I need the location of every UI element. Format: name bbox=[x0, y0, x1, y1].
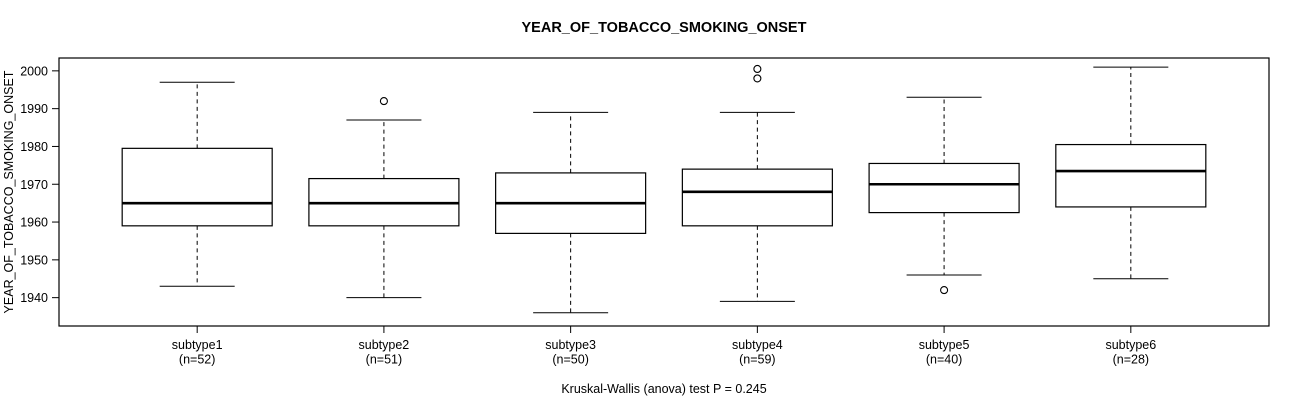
iqr-box bbox=[121, 147, 273, 227]
x-category-count: (n=52) bbox=[179, 353, 215, 367]
x-category-count: (n=40) bbox=[926, 353, 962, 367]
y-tick-label: 1980 bbox=[20, 140, 48, 154]
iqr-box bbox=[868, 162, 1020, 214]
box-group-subtype3: subtype3(n=50) bbox=[495, 111, 647, 367]
iqr-box bbox=[681, 168, 833, 227]
outlier-point bbox=[753, 64, 762, 74]
iqr-box bbox=[1055, 143, 1207, 208]
y-tick-label: 1960 bbox=[20, 216, 48, 230]
outlier-point bbox=[379, 97, 388, 106]
box-group-subtype1: subtype1(n=52) bbox=[121, 81, 273, 367]
stat-test-caption: Kruskal-Wallis (anova) test P = 0.245 bbox=[561, 382, 766, 396]
outlier-point bbox=[753, 74, 762, 83]
x-category-label: subtype3 bbox=[545, 338, 596, 352]
x-category-count: (n=51) bbox=[366, 353, 402, 367]
y-tick-label: 1970 bbox=[20, 178, 48, 192]
x-category-label: subtype6 bbox=[1105, 338, 1156, 352]
chart-title: YEAR_OF_TOBACCO_SMOKING_ONSET bbox=[522, 20, 807, 36]
y-tick-label: 1990 bbox=[20, 102, 48, 116]
x-category-label: subtype5 bbox=[919, 338, 970, 352]
x-category-count: (n=59) bbox=[739, 353, 775, 367]
box-group-subtype6: subtype6(n=28) bbox=[1055, 66, 1207, 367]
box-group-subtype5: subtype5(n=40) bbox=[868, 96, 1020, 367]
x-category-label: subtype2 bbox=[359, 338, 410, 352]
y-tick-label: 1940 bbox=[20, 291, 48, 305]
x-category-count: (n=50) bbox=[552, 353, 588, 367]
y-axis-label: YEAR_OF_TOBACCO_SMOKING_ONSET bbox=[2, 70, 16, 313]
y-tick-label: 1950 bbox=[20, 253, 48, 267]
box-group-subtype4: subtype4(n=59) bbox=[681, 64, 833, 367]
box-group-subtype2: subtype2(n=51) bbox=[308, 97, 460, 367]
plot-area: 1940195019601970198019902000subtype1(n=5… bbox=[20, 64, 1207, 367]
x-category-label: subtype4 bbox=[732, 338, 783, 352]
y-tick-label: 2000 bbox=[20, 64, 48, 78]
x-category-label: subtype1 bbox=[172, 338, 223, 352]
plot-frame bbox=[58, 57, 1270, 327]
outlier-point bbox=[940, 286, 949, 295]
x-category-count: (n=28) bbox=[1113, 353, 1149, 367]
